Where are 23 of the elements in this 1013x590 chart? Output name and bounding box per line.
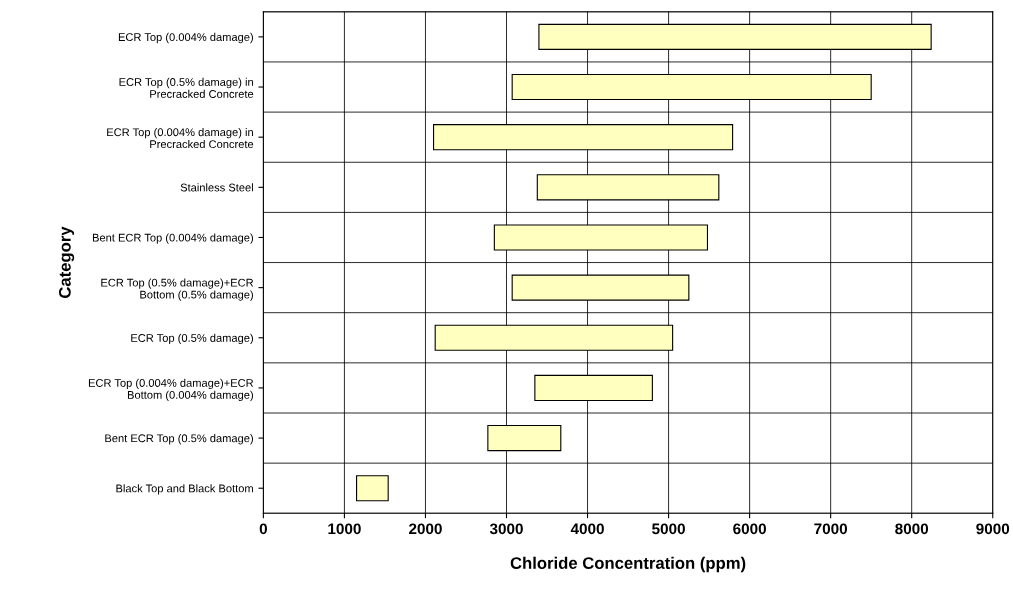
y-tick-label: Black Top and Black Bottom: [116, 484, 253, 495]
x-tick-label: 2000: [409, 523, 442, 535]
y-tick-label: ECR Top (0.5% damage): [131, 333, 253, 345]
y-tick-label: Stainless Steel: [180, 183, 253, 192]
y-tick-label: ECR Top (0.004% damage)+ECR Bottom (0.004% damage): [88, 378, 254, 402]
y-tick-label: ECR Top (0.004% damage) in Precracked Concrete: [107, 127, 254, 149]
y-tick-label: Bent ECR Top (0.004% damage): [92, 233, 253, 244]
x-axis-title: Chloride Concentration (ppm): [510, 556, 746, 573]
x-tick-label: 4000: [570, 523, 604, 535]
x-tick-label: 5000: [652, 523, 685, 535]
x-tick-label: 7000: [814, 523, 848, 535]
y-axis-title: Category: [58, 226, 75, 298]
bar: [356, 475, 389, 502]
x-tick-label: 3000: [489, 523, 523, 535]
x-tick-label: 9000: [976, 523, 1010, 535]
x-tick-label: 6000: [733, 523, 766, 535]
y-tick-label: ECR Top (0.5% damage)+ECR Bottom (0.5% damage): [101, 278, 254, 301]
x-tick-label: 8000: [895, 523, 929, 535]
y-tick-label: Bent ECR Top (0.5% damage): [105, 434, 253, 445]
y-tick-label: ECR Top (0.5% damage) in Precracked Concrete: [119, 77, 254, 98]
y-tick-label: ECR Top (0.004% damage): [118, 32, 253, 44]
x-tick-label: 1000: [328, 523, 361, 535]
x-tick-label: 0: [259, 523, 267, 535]
